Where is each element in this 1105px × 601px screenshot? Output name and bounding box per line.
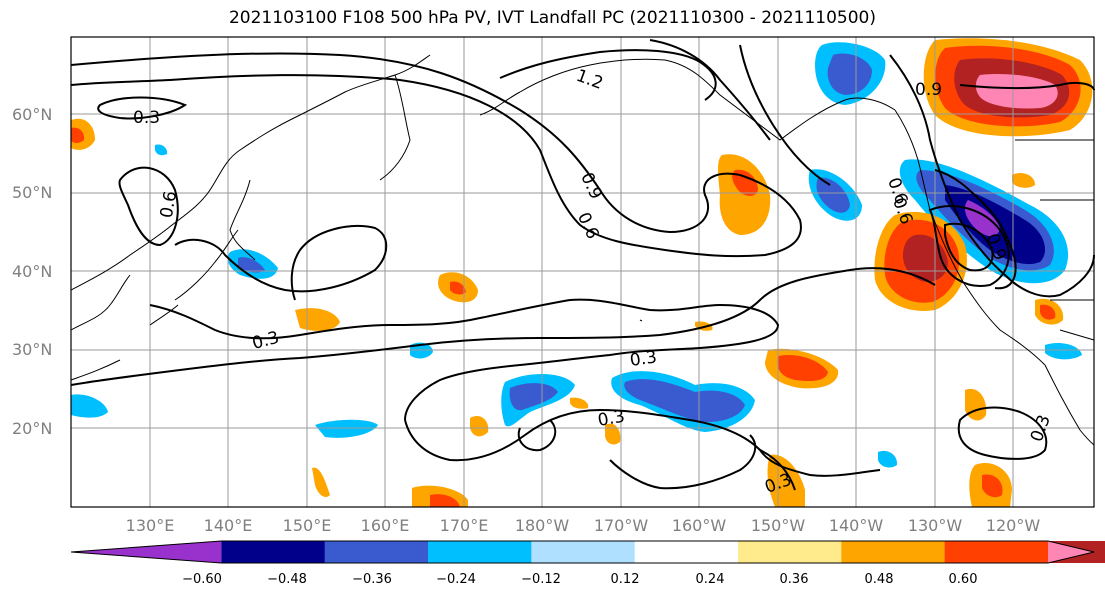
shaded-fields	[71, 38, 1093, 507]
lat-label-60n: 60°N	[12, 105, 53, 124]
lon-label: 120°W	[985, 516, 1041, 535]
colorbar-tick-label: 0.36	[779, 572, 809, 587]
lat-label-50n: 50°N	[12, 183, 53, 202]
colorbar-tick-label: −0.60	[182, 572, 222, 587]
colorbar-segment	[634, 541, 739, 563]
lon-label: 180°W	[514, 516, 570, 535]
map-title: 2021103100 F108 500 hPa PV, IVT Landfall…	[228, 8, 876, 28]
colorbar-outline	[70, 540, 1095, 564]
coastlines	[70, 54, 1095, 446]
graticule	[71, 37, 1094, 507]
colorbar-tick-label: −0.48	[267, 572, 307, 587]
colorbar-tick-label: −0.12	[521, 572, 561, 587]
lon-label: 170°E	[439, 516, 489, 535]
lon-label: 130°E	[125, 516, 175, 535]
lat-label-40n: 40°N	[12, 262, 53, 281]
colorbar-tick-label: 0.48	[864, 572, 894, 587]
contour-label: 0.3	[596, 407, 626, 431]
colorbar-segment	[531, 541, 636, 563]
lon-label: 160°W	[671, 516, 727, 535]
colorbar-segment	[841, 541, 946, 563]
colorbar-segment	[944, 541, 1049, 563]
lon-label: 140°E	[203, 516, 253, 535]
colorbar-segment	[1048, 541, 1094, 563]
lon-label: 140°W	[828, 516, 884, 535]
colorbar-segment	[428, 541, 532, 563]
lon-label: 150°E	[282, 516, 332, 535]
colorbar	[70, 540, 1105, 564]
contour-label: 0.3	[629, 347, 659, 371]
lon-label: 150°W	[750, 516, 806, 535]
map-frame	[70, 36, 1095, 508]
contour-label: 0.6	[157, 190, 181, 220]
colorbar-tick-label: 0.60	[948, 572, 978, 587]
colorbar-segment	[738, 541, 842, 563]
colorbar-tick-label: 0.12	[610, 572, 640, 587]
pv-contours	[70, 39, 1095, 491]
colorbar-segment	[71, 541, 222, 563]
lon-label: 170°W	[593, 516, 649, 535]
lat-label-30n: 30°N	[12, 340, 53, 359]
contour-label: 0.3	[133, 108, 160, 128]
lon-label: 160°E	[360, 516, 410, 535]
colorbar-segment	[221, 541, 326, 563]
contour-label: 0.9	[915, 80, 942, 100]
colorbar-segment	[324, 541, 429, 563]
colorbar-tick-label: −0.24	[436, 572, 476, 587]
colorbar-tick-label: 0.24	[695, 572, 725, 587]
colorbar-tick-label: −0.36	[352, 572, 392, 587]
lat-label-20n: 20°N	[12, 419, 53, 438]
lon-label: 130°W	[907, 516, 963, 535]
